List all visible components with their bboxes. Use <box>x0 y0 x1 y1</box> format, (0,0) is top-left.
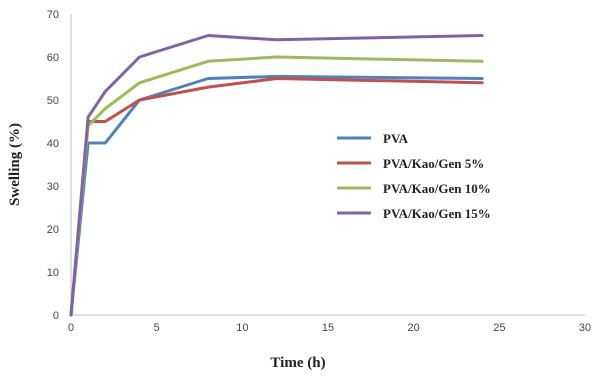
y-tick-label: 50 <box>47 95 59 107</box>
x-axis-title: Time (h) <box>270 355 325 371</box>
x-tick-label: 30 <box>579 322 591 334</box>
y-tick-label: 0 <box>53 310 59 322</box>
legend: PVA PVA/Kao/Gen 5% PVA/Kao/Gen 10% PVA/Kao/… <box>337 131 491 221</box>
y-tick-label: 10 <box>47 267 59 279</box>
series-lines <box>69 34 484 317</box>
legend-label: PVA/Kao/Gen 5% <box>383 156 484 171</box>
y-axis-title: Swelling (%) <box>7 123 23 206</box>
y-tick-label: 30 <box>47 181 59 193</box>
y-tick-label: 60 <box>47 52 59 64</box>
series-line-2 <box>69 77 484 317</box>
x-tick-label: 15 <box>322 322 334 334</box>
x-tick-label: 10 <box>236 322 248 334</box>
legend-label: PVA <box>383 131 409 146</box>
x-tick-label: 5 <box>154 322 160 334</box>
y-tick-label: 70 <box>47 9 59 21</box>
legend-label: PVA/Kao/Gen 15% <box>383 206 491 221</box>
x-tick-label: 20 <box>408 322 420 334</box>
y-tick-label: 40 <box>47 138 59 150</box>
x-tick-label: 25 <box>493 322 505 334</box>
series-line-4 <box>69 34 484 317</box>
y-tick-labels: 0 10 20 30 40 50 60 70 <box>47 9 59 322</box>
plot-area: 0 10 20 30 40 50 60 70 0 5 10 15 20 25 30 <box>47 9 591 334</box>
x-tick-labels: 0 5 10 15 20 25 30 <box>68 322 591 334</box>
legend-label: PVA/Kao/Gen 10% <box>383 181 491 196</box>
y-tick-label: 20 <box>47 224 59 236</box>
x-tick-label: 0 <box>68 322 74 334</box>
